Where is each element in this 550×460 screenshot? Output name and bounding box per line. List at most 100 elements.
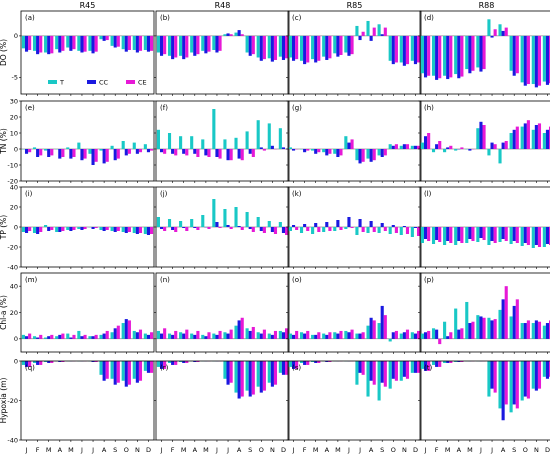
x-tick-label: J: [80, 446, 83, 454]
bar-cc: [159, 35, 164, 56]
bar-ce: [350, 227, 354, 228]
bar-t: [509, 316, 513, 339]
bar-cc: [47, 149, 51, 157]
panel-b: (b): [154, 10, 290, 96]
bar-t: [344, 136, 348, 149]
bar-cc: [369, 149, 373, 162]
y-tick-label: -5: [12, 74, 18, 82]
bar-cc: [182, 333, 186, 339]
bar-cc: [58, 35, 62, 53]
bar-t: [443, 35, 447, 76]
bar-cc: [248, 149, 252, 154]
bar-t: [288, 361, 292, 367]
bar-cc: [204, 35, 208, 54]
bar-t: [245, 328, 249, 339]
bar-t: [167, 333, 172, 339]
bar-cc: [446, 35, 450, 80]
bar-ce: [196, 35, 200, 55]
bar-ce: [251, 149, 255, 157]
bar-t: [542, 227, 546, 247]
bar-t: [201, 35, 205, 51]
bar-ce: [394, 144, 398, 149]
bar-ce: [174, 35, 178, 58]
bar-cc: [391, 332, 395, 339]
bar-t: [132, 227, 136, 233]
bar-ce: [361, 361, 365, 375]
bar-cc: [347, 332, 351, 339]
bar-cc: [336, 149, 340, 157]
bar-ce: [83, 334, 87, 339]
bar-cc: [226, 33, 230, 36]
bar-ce: [196, 149, 200, 157]
bar-ce: [482, 35, 486, 70]
bar-cc: [47, 227, 51, 231]
bar-ce: [328, 227, 332, 231]
x-tick-label: J: [91, 446, 94, 454]
panel-frame: [419, 360, 550, 441]
bar-t: [223, 361, 227, 379]
bar-cc: [545, 35, 550, 85]
bar-t: [431, 35, 436, 76]
panel-label: (t): [424, 364, 432, 372]
bar-ce: [285, 35, 289, 59]
bar-ce: [61, 333, 65, 339]
bar-t: [420, 35, 424, 74]
panel-l: (l): [418, 186, 550, 269]
x-tick-label: J: [25, 446, 28, 454]
bar-t: [88, 336, 92, 339]
bar-t: [333, 227, 337, 231]
bar-cc: [325, 35, 329, 60]
bar-cc: [47, 35, 51, 55]
bar-ce: [138, 35, 143, 51]
bar-t: [212, 199, 216, 227]
bar-cc: [270, 227, 274, 232]
bar-t: [431, 361, 436, 365]
bar-cc: [435, 361, 439, 367]
bar-ce: [526, 120, 530, 149]
bar-ce: [218, 35, 222, 51]
x-tick-label: S: [248, 446, 252, 454]
bar-t: [476, 128, 480, 149]
bar-ce: [127, 227, 131, 232]
bar-cc: [113, 149, 117, 161]
y-tick-label: 0: [14, 335, 18, 343]
bar-t: [110, 361, 114, 379]
bar-cc: [102, 227, 106, 231]
bar-cc: [281, 147, 286, 149]
bar-cc: [314, 223, 318, 227]
bar-cc: [303, 149, 307, 153]
bar-t: [377, 227, 381, 233]
bar-ce: [240, 149, 244, 161]
y-axis-label: DO (%): [0, 39, 8, 66]
bar-cc: [193, 227, 197, 228]
bar-ce: [328, 361, 332, 362]
bar-cc: [193, 149, 197, 154]
bar-cc: [80, 149, 84, 161]
bar-cc: [490, 142, 494, 149]
bar-t: [55, 35, 59, 50]
panel-frame: [155, 100, 290, 182]
bar-ce: [493, 29, 497, 36]
bar-ce: [138, 361, 143, 381]
bar-cc: [479, 35, 483, 72]
bar-cc: [512, 361, 516, 405]
bar-t: [66, 147, 70, 149]
bar-ce: [105, 149, 109, 162]
panel-s: (s)J F M A M J J A S O N D: [286, 360, 422, 454]
bar-t: [121, 323, 125, 339]
bar-t: [278, 361, 282, 373]
bar-t: [487, 361, 491, 397]
y-tick-label: 10: [10, 129, 18, 137]
bar-ce: [262, 149, 266, 151]
x-tick-label: J: [226, 446, 229, 454]
x-tick-label: J: [292, 446, 295, 454]
bar-ce: [61, 35, 65, 51]
bar-t: [333, 35, 337, 54]
bar-cc: [347, 35, 351, 56]
bar-cc: [237, 149, 241, 159]
bar-cc: [146, 149, 151, 153]
bar-t: [388, 361, 392, 389]
bar-t: [377, 361, 381, 401]
bar-ce: [240, 227, 244, 230]
bar-ce: [163, 149, 167, 154]
